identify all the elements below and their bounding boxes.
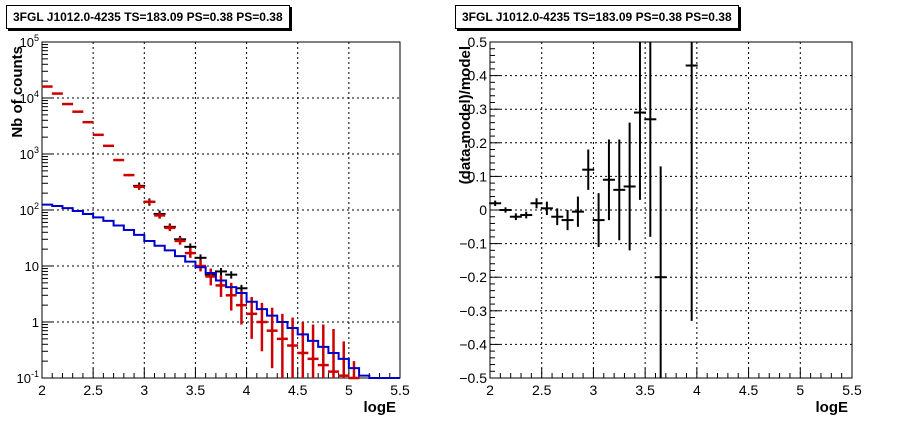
left-y-tick-label: 102 bbox=[20, 201, 39, 218]
right-y-tick-label: 0 bbox=[479, 202, 487, 218]
right-chart-title: 3FGL J1012.0-4235 TS=183.09 PS=0.38 PS=0… bbox=[455, 5, 739, 29]
right-x-tick-label: 5.5 bbox=[842, 382, 862, 398]
right-y-tick-label: 0.3 bbox=[468, 101, 488, 117]
right-x-tick-label: 3.5 bbox=[635, 382, 655, 398]
right-y-tick-label: −0.4 bbox=[459, 336, 487, 352]
left-x-tick-label: 3 bbox=[140, 382, 148, 398]
right-y-tick-label: 0.4 bbox=[468, 68, 488, 84]
right-y-tick-label: −0.1 bbox=[459, 236, 487, 252]
left-y-tick-label: 104 bbox=[20, 89, 39, 106]
right-y-tick-label: −0.3 bbox=[459, 303, 487, 319]
right-y-tick-label: −0.5 bbox=[459, 370, 487, 386]
right-x-tick-label: 4.5 bbox=[739, 382, 759, 398]
right-y-tick-label: 0.5 bbox=[468, 34, 488, 50]
left-x-tick-label: 5.5 bbox=[390, 382, 410, 398]
right-x-axis-label: logE bbox=[816, 399, 849, 416]
right-plot-frame bbox=[489, 41, 853, 379]
left-x-tick-label: 2.5 bbox=[83, 382, 103, 398]
right-x-tick-label: 2.5 bbox=[532, 382, 552, 398]
right-x-tick-label: 3 bbox=[590, 382, 598, 398]
left-series-background-line bbox=[42, 203, 400, 379]
left-x-tick-label: 3.5 bbox=[186, 382, 206, 398]
right-x-tick-label: 5 bbox=[796, 382, 804, 398]
left-y-tick-label: 10 bbox=[25, 259, 39, 274]
left-y-tick-label: 103 bbox=[20, 145, 39, 162]
right-x-tick-label: 2 bbox=[486, 382, 494, 398]
left-y-tick-label: 10-1 bbox=[17, 369, 39, 386]
left-x-tick-label: 5 bbox=[345, 382, 353, 398]
right-y-axis-label: (data-model)/model bbox=[457, 46, 474, 184]
left-y-axis-label: Nb of counts bbox=[9, 46, 26, 138]
left-x-axis-label: logE bbox=[364, 399, 397, 416]
left-y-tick-label: 105 bbox=[20, 33, 39, 50]
left-chart-title: 3FGL J1012.0-4235 TS=183.09 PS=0.38 PS=0… bbox=[6, 5, 290, 29]
right-y-tick-label: −0.2 bbox=[459, 269, 487, 285]
right-y-tick-label: 0.1 bbox=[468, 168, 488, 184]
left-x-tick-label: 2 bbox=[38, 382, 46, 398]
left-y-tick-label: 1 bbox=[32, 315, 39, 330]
left-x-tick-label: 4 bbox=[243, 382, 251, 398]
right-y-tick-label: 0.2 bbox=[468, 135, 488, 151]
left-x-tick-label: 4.5 bbox=[288, 382, 308, 398]
right-x-tick-label: 4 bbox=[693, 382, 701, 398]
left-plot-frame bbox=[41, 41, 401, 379]
